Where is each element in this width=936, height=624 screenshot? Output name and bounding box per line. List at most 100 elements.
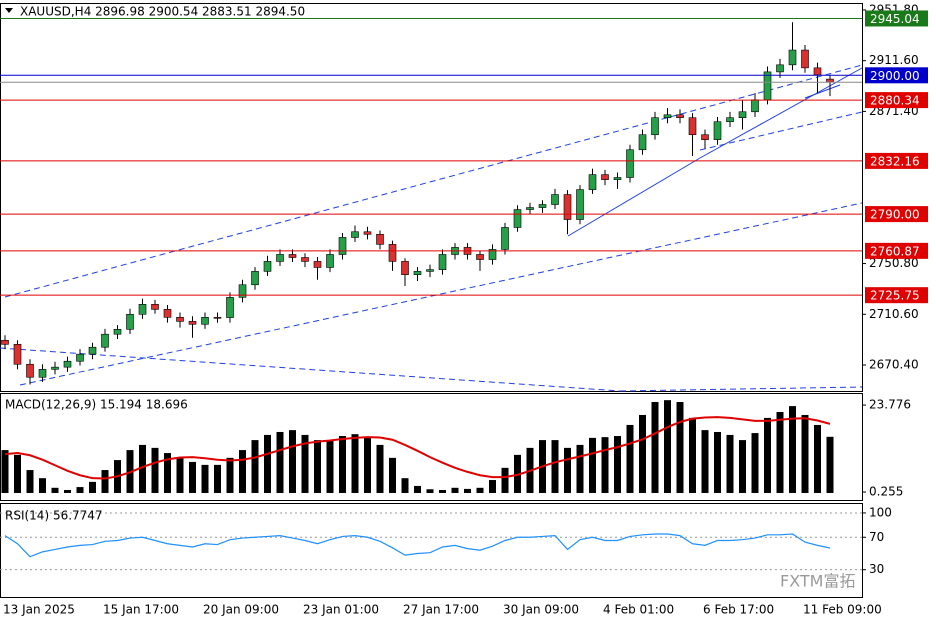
menu-arrow (5, 8, 13, 13)
histogram-bar (301, 434, 309, 493)
histogram-bar (151, 447, 159, 493)
trend-line (567, 157, 701, 237)
histogram-bar (26, 470, 34, 493)
histogram-bar (389, 457, 396, 493)
candle-body (363, 231, 372, 235)
level-label: 2725.75 (870, 289, 920, 303)
level-box (865, 67, 928, 84)
histogram-bar (626, 424, 634, 493)
candle-body (613, 177, 622, 180)
chart-title: XAUUSD,H4 2896.98 2900.54 2883.51 2894.5… (20, 5, 305, 19)
candle-body (638, 134, 647, 151)
level-box (865, 152, 928, 169)
histogram-bar (701, 430, 709, 493)
level-box (865, 242, 928, 259)
main-panel (0, 3, 863, 392)
histogram-bar (189, 461, 196, 493)
trend-line (804, 84, 841, 99)
x-tick-label: 27 Jan 17:00 (403, 603, 479, 617)
histogram-bar (614, 436, 621, 493)
histogram-bar (489, 480, 496, 493)
histogram-bar (639, 414, 646, 493)
candle-body (538, 204, 547, 208)
histogram-bar (714, 431, 721, 493)
candle-body (63, 360, 72, 368)
histogram-bar (351, 434, 359, 493)
candle-body (213, 317, 222, 319)
candle-body (726, 117, 734, 123)
histogram-bar (251, 440, 259, 493)
rsi-line (4, 533, 831, 558)
candle-body (151, 304, 159, 310)
candle-body (713, 121, 722, 140)
trend-line (0, 347, 621, 392)
histogram-bar (426, 489, 434, 493)
histogram-bar (439, 490, 446, 493)
level-box (865, 287, 928, 304)
candle-body (88, 346, 97, 355)
candle-body (338, 237, 347, 255)
histogram-bar (276, 431, 284, 493)
candle-body (701, 134, 709, 140)
x-tick-label: 13 Jan 2025 (3, 603, 75, 617)
histogram-bar (239, 450, 246, 493)
histogram-bar (176, 457, 184, 493)
candle-body (663, 114, 672, 118)
candle-body (101, 333, 109, 348)
level-label: 2900.00 (870, 69, 920, 83)
candle-body (26, 363, 34, 378)
x-tick-label: 30 Jan 09:00 (503, 603, 579, 617)
level-label: 2945.04 (870, 12, 920, 26)
histogram-bar (589, 437, 596, 493)
candle-body (401, 261, 409, 275)
histogram-bar (451, 487, 459, 493)
candle-body (476, 254, 484, 260)
histogram-bar (689, 417, 696, 493)
candle-body (113, 328, 122, 335)
candle-body (788, 49, 797, 66)
x-tick-label: 6 Feb 17:00 (703, 603, 774, 617)
candle-body (326, 254, 334, 268)
candle-body (626, 149, 634, 178)
watermark: FXTM富拓 (780, 572, 855, 591)
y-tick-label: 2710.60 (869, 307, 919, 321)
histogram-bar (814, 424, 821, 493)
candle-body (651, 117, 659, 136)
histogram-bar (776, 412, 784, 493)
candle-body (176, 317, 184, 322)
level-box (865, 10, 928, 27)
panel-title: RSI(14) 56.7747 (5, 509, 103, 523)
level-label: 2880.34 (870, 94, 920, 108)
level-box (865, 92, 928, 109)
y-tick-label: 2750.80 (869, 256, 919, 270)
candle-body (263, 261, 272, 272)
histogram-bar (464, 488, 471, 493)
candle-body (226, 297, 234, 318)
candle-body (426, 269, 434, 272)
histogram-bar (576, 444, 584, 493)
histogram-bar (739, 440, 746, 493)
trend-line (619, 386, 863, 392)
candle-body (38, 368, 47, 378)
histogram-bar (764, 417, 771, 493)
candle-body (576, 189, 584, 220)
candle-body (501, 227, 509, 250)
candle-body (488, 249, 497, 260)
candle-body (738, 111, 747, 118)
candle-body (376, 233, 384, 245)
histogram-bar (651, 402, 659, 493)
macd-panel (0, 393, 863, 501)
candle-body (776, 64, 784, 73)
histogram-bar (14, 454, 21, 493)
histogram-bar (1, 450, 9, 493)
histogram-bar (414, 485, 421, 493)
histogram-bar (364, 437, 371, 493)
histogram-bar (376, 444, 384, 493)
candle-body (763, 71, 772, 101)
candle-body (551, 194, 559, 205)
candle-body (238, 284, 247, 298)
histogram-bar (801, 414, 809, 493)
candle-body (188, 321, 197, 325)
